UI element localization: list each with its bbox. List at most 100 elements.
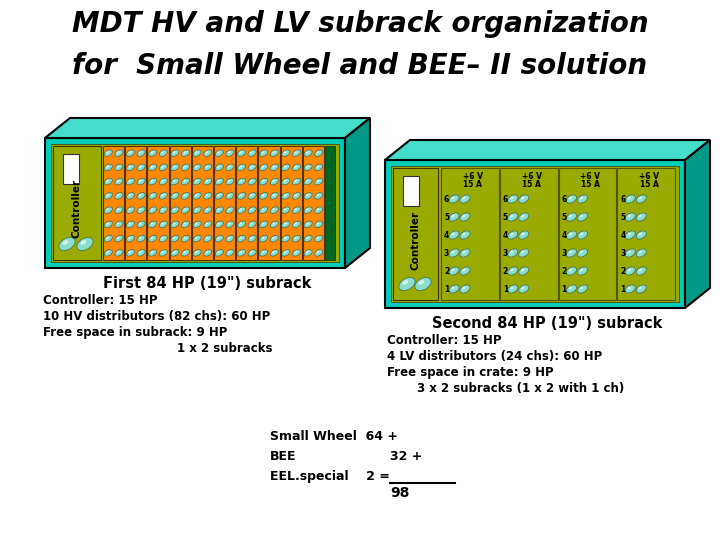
Ellipse shape xyxy=(250,194,253,196)
Ellipse shape xyxy=(292,150,300,157)
Ellipse shape xyxy=(577,213,588,221)
Ellipse shape xyxy=(625,231,635,239)
Ellipse shape xyxy=(567,285,577,293)
Ellipse shape xyxy=(117,251,120,253)
Text: MDT HV and LV subrack organization: MDT HV and LV subrack organization xyxy=(72,10,648,38)
Ellipse shape xyxy=(294,194,297,196)
Text: 15 A: 15 A xyxy=(522,180,541,189)
Text: 2: 2 xyxy=(562,267,567,275)
Text: Controller: Controller xyxy=(410,211,420,270)
Ellipse shape xyxy=(226,164,234,171)
Ellipse shape xyxy=(104,164,112,171)
Ellipse shape xyxy=(173,194,176,196)
Ellipse shape xyxy=(193,235,201,242)
Ellipse shape xyxy=(261,237,264,239)
Ellipse shape xyxy=(193,164,201,171)
Ellipse shape xyxy=(521,197,525,199)
Ellipse shape xyxy=(451,233,455,235)
Ellipse shape xyxy=(462,251,466,253)
Ellipse shape xyxy=(215,221,223,228)
Ellipse shape xyxy=(217,208,220,211)
Ellipse shape xyxy=(294,151,297,153)
Text: 3 x 2 subracks (1 x 2 with 1 ch): 3 x 2 subracks (1 x 2 with 1 ch) xyxy=(417,382,624,395)
Ellipse shape xyxy=(183,194,186,196)
Polygon shape xyxy=(281,146,302,260)
Ellipse shape xyxy=(292,249,300,256)
Ellipse shape xyxy=(148,207,157,213)
Ellipse shape xyxy=(150,237,153,239)
Ellipse shape xyxy=(508,231,518,239)
Ellipse shape xyxy=(451,214,455,218)
Text: BEE: BEE xyxy=(270,450,297,463)
Polygon shape xyxy=(45,118,370,138)
Ellipse shape xyxy=(128,237,131,239)
Ellipse shape xyxy=(282,221,290,228)
Text: 4: 4 xyxy=(503,231,508,240)
Ellipse shape xyxy=(284,165,287,168)
Ellipse shape xyxy=(181,178,189,185)
Ellipse shape xyxy=(115,221,123,228)
Ellipse shape xyxy=(59,238,75,251)
Ellipse shape xyxy=(148,193,157,199)
Ellipse shape xyxy=(238,193,246,199)
Ellipse shape xyxy=(415,278,431,291)
Polygon shape xyxy=(403,176,419,206)
Ellipse shape xyxy=(139,222,142,225)
Ellipse shape xyxy=(261,208,264,211)
Ellipse shape xyxy=(238,150,246,157)
Ellipse shape xyxy=(139,194,142,196)
Ellipse shape xyxy=(272,251,275,253)
Ellipse shape xyxy=(159,178,167,185)
Ellipse shape xyxy=(270,207,279,213)
Polygon shape xyxy=(51,144,339,262)
Ellipse shape xyxy=(248,207,256,213)
Ellipse shape xyxy=(171,178,179,185)
Ellipse shape xyxy=(228,151,230,153)
Ellipse shape xyxy=(127,207,135,213)
Text: 2: 2 xyxy=(620,267,626,275)
Text: 15 A: 15 A xyxy=(581,180,600,189)
Ellipse shape xyxy=(117,208,120,211)
Ellipse shape xyxy=(106,194,109,196)
Ellipse shape xyxy=(306,237,309,239)
Ellipse shape xyxy=(171,193,179,199)
Ellipse shape xyxy=(195,237,198,239)
Ellipse shape xyxy=(193,207,201,213)
Text: 6: 6 xyxy=(444,194,449,204)
Ellipse shape xyxy=(217,237,220,239)
Ellipse shape xyxy=(508,285,518,293)
Text: Free space in subrack: 9 HP: Free space in subrack: 9 HP xyxy=(43,326,228,339)
Ellipse shape xyxy=(205,208,208,211)
Ellipse shape xyxy=(239,194,242,196)
Ellipse shape xyxy=(580,233,583,235)
Ellipse shape xyxy=(625,249,635,257)
Ellipse shape xyxy=(521,287,525,289)
Ellipse shape xyxy=(204,249,212,256)
Ellipse shape xyxy=(195,208,198,211)
Ellipse shape xyxy=(272,165,275,168)
Ellipse shape xyxy=(272,208,275,211)
Ellipse shape xyxy=(228,222,230,225)
Ellipse shape xyxy=(127,150,135,157)
Ellipse shape xyxy=(418,280,424,285)
Ellipse shape xyxy=(205,251,208,253)
Ellipse shape xyxy=(248,150,256,157)
Ellipse shape xyxy=(215,150,223,157)
Ellipse shape xyxy=(171,207,179,213)
Ellipse shape xyxy=(139,151,142,153)
Ellipse shape xyxy=(183,151,186,153)
Ellipse shape xyxy=(150,165,153,168)
Ellipse shape xyxy=(104,207,112,213)
Ellipse shape xyxy=(292,193,300,199)
Text: 1: 1 xyxy=(562,285,567,294)
Ellipse shape xyxy=(292,221,300,228)
Text: for  Small Wheel and BEE– II solution: for Small Wheel and BEE– II solution xyxy=(73,52,647,80)
Polygon shape xyxy=(236,146,258,260)
Ellipse shape xyxy=(161,165,164,168)
Ellipse shape xyxy=(627,287,631,289)
Ellipse shape xyxy=(128,151,131,153)
Ellipse shape xyxy=(270,221,279,228)
Polygon shape xyxy=(393,168,438,300)
Ellipse shape xyxy=(128,194,131,196)
Ellipse shape xyxy=(250,208,253,211)
